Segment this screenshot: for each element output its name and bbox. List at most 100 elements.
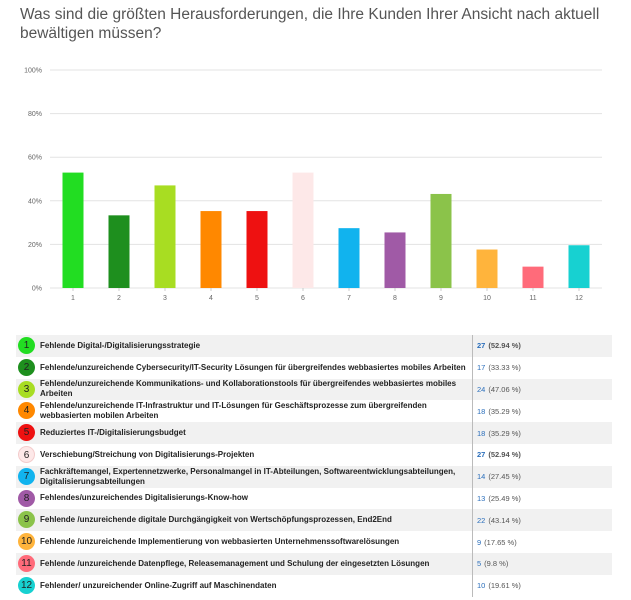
response-count[interactable]: 27 (477, 450, 486, 460)
bar-6[interactable] (292, 172, 314, 288)
legend-number-badge: 4 (18, 402, 35, 420)
column-divider (472, 356, 473, 379)
response-percent: (19.61 %) (488, 581, 521, 591)
legend-label: Fachkräftemangel, Expertennetzwerke, Per… (40, 466, 456, 486)
response-count[interactable]: 14 (477, 472, 486, 482)
column-divider (472, 531, 473, 553)
legend-label: Fehlendes/unzureichendes Digitalisierung… (40, 493, 249, 503)
legend-number-badge: 7 (18, 467, 35, 485)
x-tick-label: 2 (117, 295, 121, 302)
x-tick-label: 4 (209, 295, 213, 302)
response-percent: (35.29 %) (488, 406, 521, 416)
legend-count: 5 (9.8 %) (477, 553, 612, 575)
legend-label: Fehlende /unzureichende digitale Durchgä… (40, 515, 392, 525)
legend-row[interactable]: 12 Fehlender/ unzureichender Online-Zugri… (16, 574, 612, 597)
response-percent: (47.06 %) (488, 384, 521, 394)
legend-number-badge: 8 (18, 489, 35, 507)
x-tick-label: 1 (71, 295, 75, 302)
x-tick-label: 3 (163, 295, 167, 302)
legend-number-badge: 1 (18, 337, 35, 354)
response-count[interactable]: 18 (477, 406, 486, 416)
bar-chart: 0%20%40%60%80%100%1 2 3 4 5 6 7 8 9 10 11 12 (24, 68, 602, 302)
response-count[interactable]: 10 (477, 581, 486, 591)
legend-number-badge: 10 (18, 533, 35, 551)
legend-row[interactable]: 4 Fehlende/unzureichende IT-Infrastruktur… (16, 400, 612, 423)
response-percent: (35.29 %) (488, 428, 521, 438)
legend-row[interactable]: 2 Fehlende/unzureichende Cybersecurity/IT… (16, 356, 612, 379)
x-tick-label: 5 (255, 295, 259, 302)
response-percent: (17.65 %) (484, 537, 517, 547)
legend-row[interactable]: 1 Fehlende Digital-/Digitalisierungsstrat… (16, 335, 612, 357)
legend-row[interactable]: 3 Fehlende/unzureichende Kommunikations- … (16, 378, 612, 401)
column-divider (472, 487, 473, 510)
response-count[interactable]: 22 (477, 515, 486, 525)
column-divider (472, 574, 473, 597)
column-divider (472, 422, 473, 444)
bar-4[interactable] (200, 211, 222, 288)
legend-count: 22 (43.14 %) (477, 509, 612, 531)
response-percent: (52.94 %) (488, 450, 521, 460)
column-divider (472, 335, 473, 357)
bar-2[interactable] (108, 215, 130, 288)
column-divider (472, 443, 473, 466)
legend-row[interactable]: 6 Verschiebung/Streichung von Digitalisie… (16, 443, 612, 466)
legend-label: Fehlende/unzureichende Kommunikations- u… (40, 379, 457, 399)
x-tick-label: 10 (483, 295, 491, 302)
legend-number-badge: 12 (18, 576, 35, 594)
legend-row[interactable]: 10 Fehlende /unzureichende Implementierun… (16, 531, 612, 553)
legend-row[interactable]: 5 Reduziertes IT-/Digitalisierungsbudget 1… (16, 422, 612, 444)
y-tick-label: 20% (28, 242, 42, 249)
legend-row[interactable]: 11 Fehlende /unzureichende Datenpflege, R… (16, 552, 612, 575)
x-tick-label: 12 (575, 295, 583, 302)
column-divider (472, 465, 473, 488)
bar-1[interactable] (62, 172, 84, 288)
column-divider (472, 509, 473, 532)
legend-label: Fehlende/unzureichende Cybersecurity/IT-… (40, 362, 466, 372)
legend-count: 10 (19.61 %) (477, 575, 612, 597)
x-tick-label: 9 (439, 295, 443, 302)
bar-5[interactable] (246, 211, 268, 288)
response-percent: (52.94 %) (488, 341, 521, 351)
legend-row[interactable]: 7 Fachkräftemangel, Expertennetzwerke, Pe… (16, 465, 612, 488)
legend-row[interactable]: 8 Fehlendes/unzureichendes Digitalisierun… (16, 487, 612, 510)
legend-count: 17 (33.33 %) (477, 357, 612, 379)
bar-8[interactable] (384, 232, 406, 288)
legend-number-badge: 9 (18, 511, 35, 529)
response-count[interactable]: 24 (477, 384, 486, 394)
bar-3[interactable] (154, 185, 176, 288)
legend-count: 27 (52.94 %) (477, 335, 612, 357)
bar-11[interactable] (522, 266, 544, 288)
legend-label: Fehlender/ unzureichender Online-Zugriff… (40, 580, 277, 590)
response-count[interactable]: 18 (477, 428, 486, 438)
bar-9[interactable] (430, 193, 452, 288)
legend-number-badge: 3 (18, 380, 35, 398)
y-tick-label: 0% (32, 286, 42, 293)
legend-label: Verschiebung/Streichung von Digitalisier… (40, 449, 255, 459)
response-count[interactable]: 5 (477, 559, 482, 569)
y-tick-label: 100% (24, 68, 42, 75)
bar-12[interactable] (568, 245, 590, 288)
response-count[interactable]: 17 (477, 363, 486, 373)
response-count[interactable]: 27 (477, 341, 486, 351)
legend-count: 9 (17.65 %) (477, 531, 612, 553)
response-percent: (33.33 %) (488, 363, 521, 373)
legend-label: Fehlende /unzureichende Datenpflege, Rel… (40, 558, 430, 568)
legend-label: Fehlende Digital-/Digitalisierungsstrate… (40, 340, 201, 350)
legend-count: 27 (52.94 %) (477, 444, 612, 466)
column-divider (472, 378, 473, 401)
y-tick-label: 80% (28, 111, 42, 118)
response-count[interactable]: 9 (477, 537, 482, 547)
response-count[interactable]: 13 (477, 493, 486, 503)
response-percent: (43.14 %) (488, 515, 521, 525)
legend-number-badge: 2 (18, 358, 35, 376)
legend-row[interactable]: 9 Fehlende /unzureichende digitale Durchg… (16, 509, 612, 532)
y-tick-label: 60% (28, 155, 42, 162)
legend-count: 13 (25.49 %) (477, 488, 612, 510)
x-tick-label: 11 (529, 295, 536, 302)
bar-7[interactable] (338, 228, 360, 288)
x-tick-label: 6 (301, 295, 305, 302)
legend-count: 14 (27.45 %) (477, 466, 612, 488)
bar-10[interactable] (476, 249, 498, 288)
legend-number-badge: 5 (18, 424, 35, 442)
legend-label: Reduziertes IT-/Digitalisierungsbudget (40, 428, 186, 438)
